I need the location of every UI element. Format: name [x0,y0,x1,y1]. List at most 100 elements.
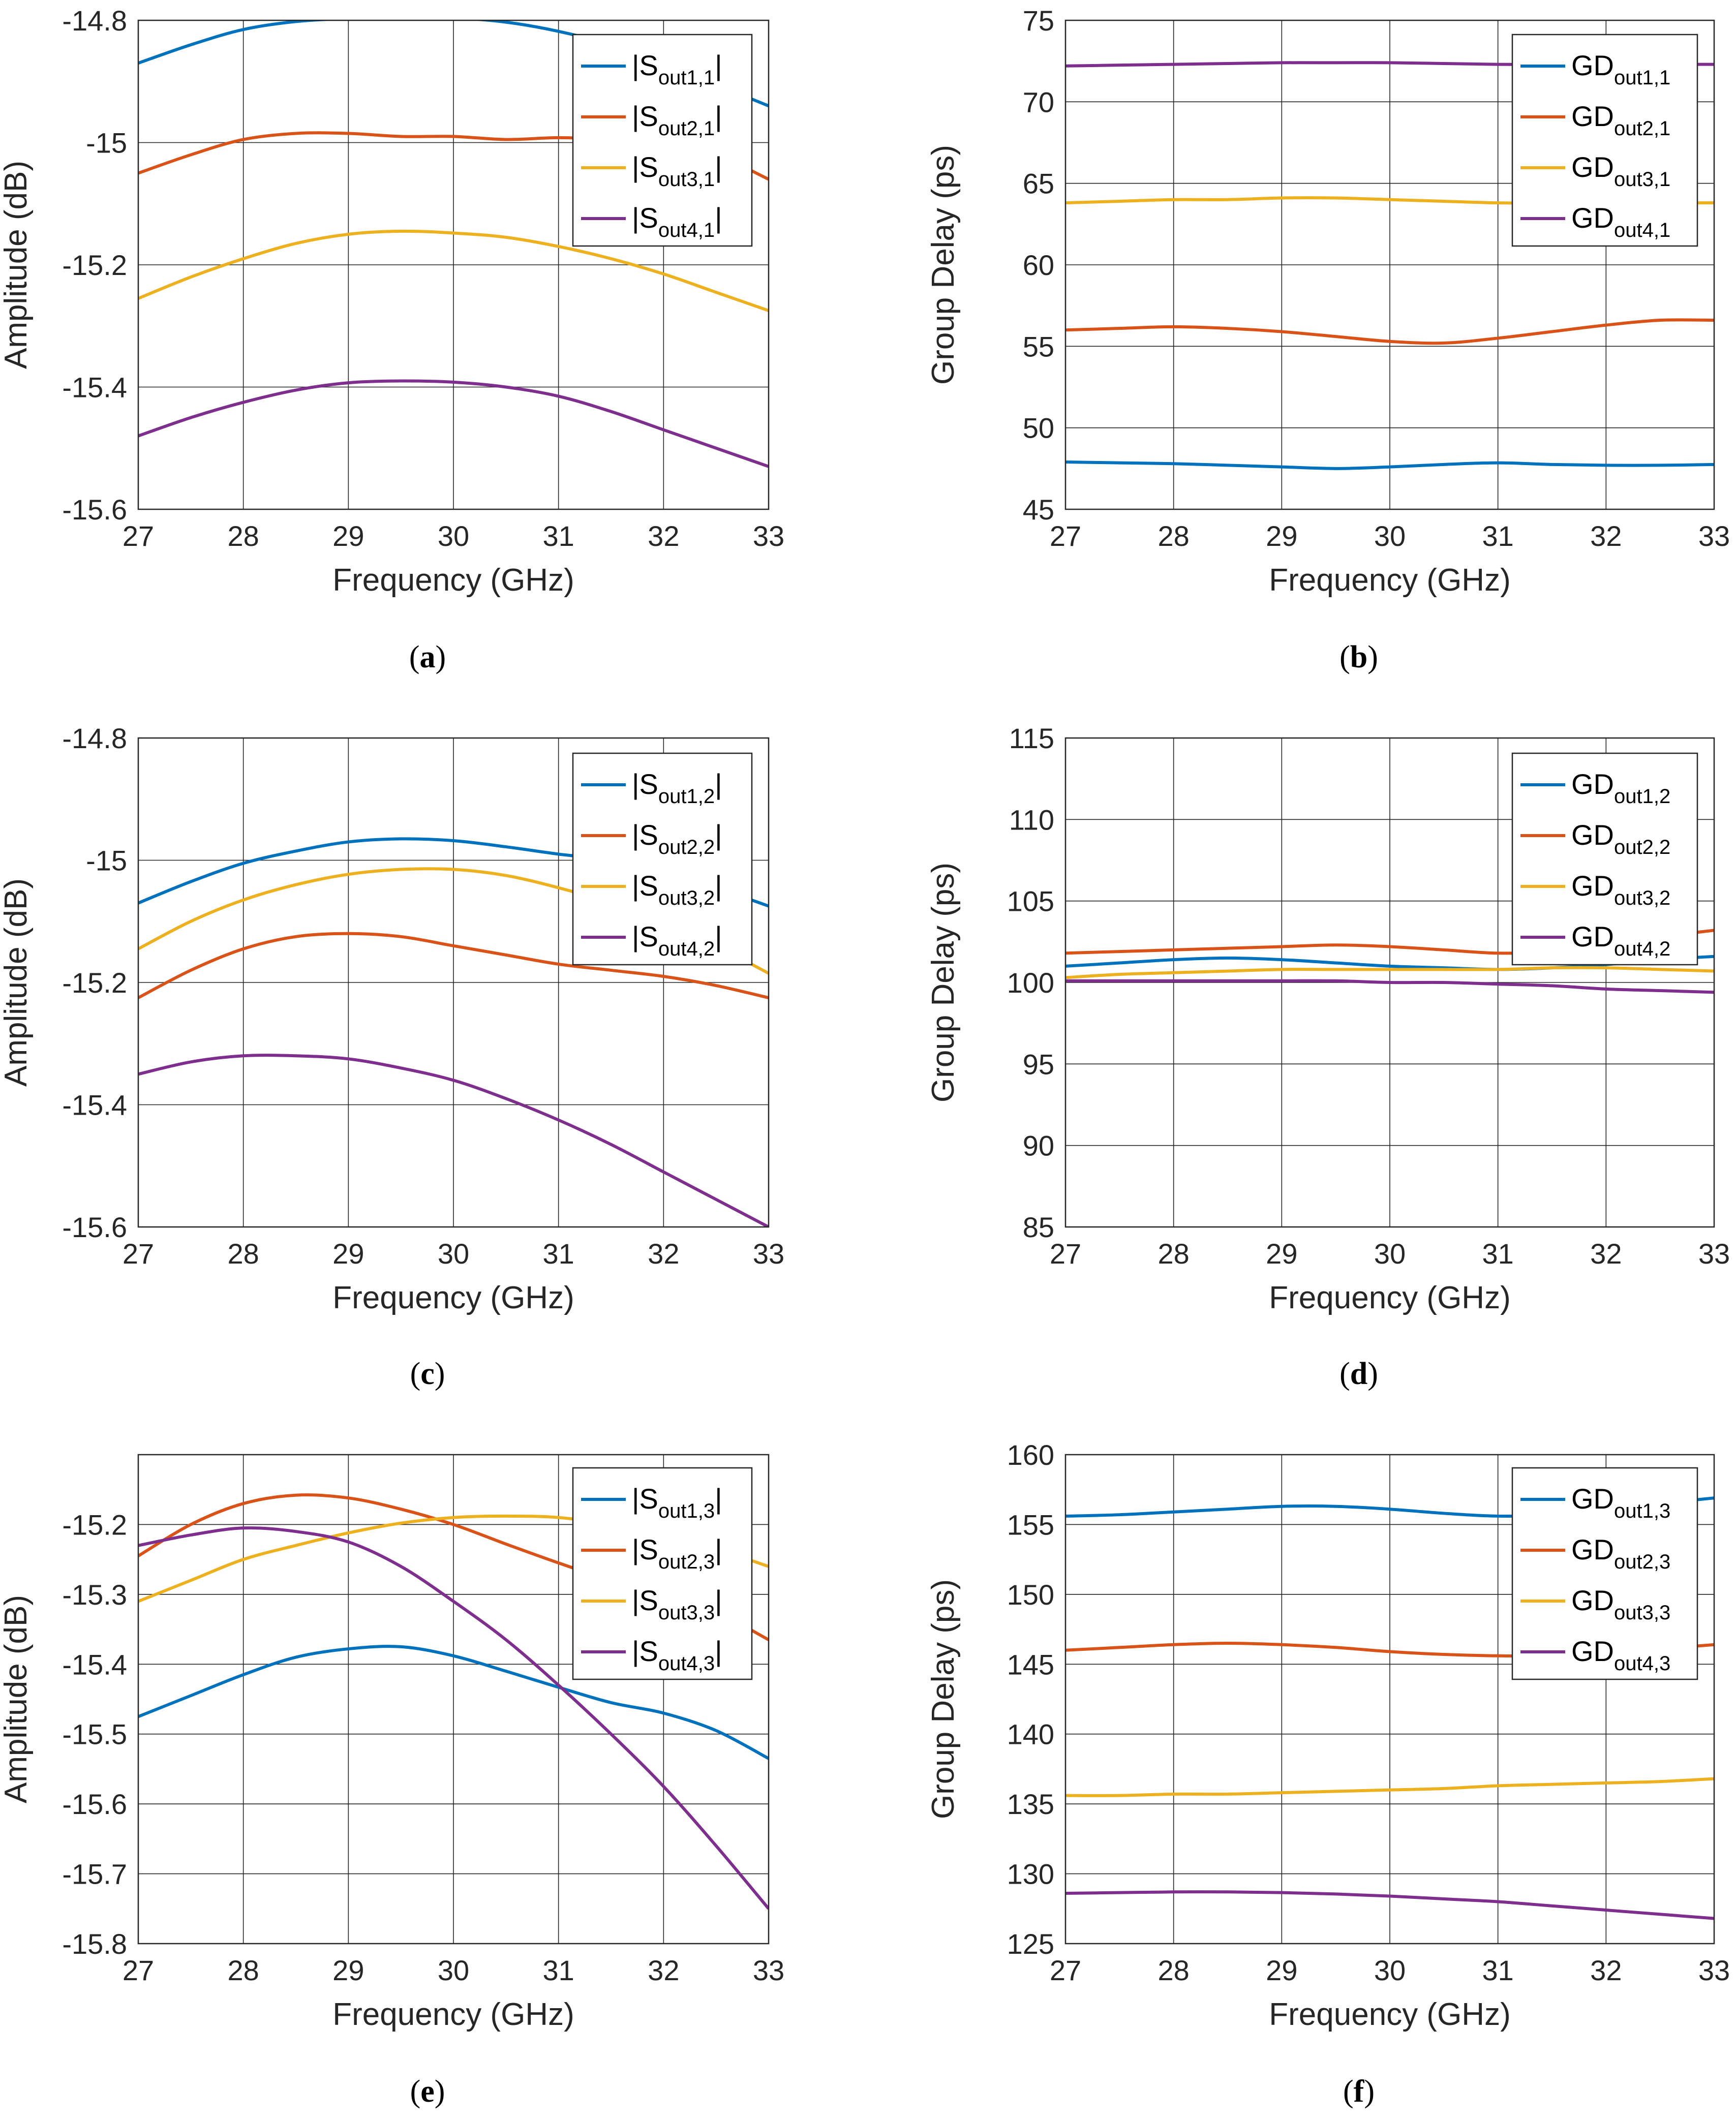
y-tick-label: 55 [1023,330,1054,362]
x-tick-label: 31 [1482,1238,1514,1270]
y-tick-label: 160 [1007,1439,1054,1471]
x-tick-label: 29 [332,520,364,552]
legend: |Sout1,2| |Sout2,2| |Sout3,2| |Sout4,2| [572,752,753,966]
y-tick-label: -15.5 [62,1718,127,1750]
y-axis-label: Amplitude (dB) [0,1595,34,1803]
x-tick-label: 27 [1050,1238,1081,1270]
legend-entry: GDout4,3 [1571,1635,1670,1675]
x-tick-label: 27 [123,520,154,552]
x-tick-label: 28 [228,520,259,552]
y-tick-label: 105 [1007,885,1054,917]
y-axis-label: Amplitude (dB) [0,161,34,369]
x-tick-label: 32 [648,520,679,552]
x-axis-label: Frequency (GHz) [332,1280,574,1315]
y-axis-label: Group Delay (ps) [926,1579,961,1819]
legend-entry: GDout2,3 [1571,1533,1670,1573]
legend-entry: GDout1,3 [1571,1483,1670,1522]
legend-box [1511,34,1698,247]
legend: |Sout1,3| |Sout2,3| |Sout3,3| |Sout4,3| [572,1467,753,1680]
caption-c: (c) [410,1357,445,1391]
y-tick-label: -14.8 [62,722,127,754]
x-tick-label: 29 [1266,1954,1297,1986]
y-tick-label: -15.6 [62,1788,127,1820]
x-tick-label: 29 [332,1954,364,1986]
y-tick-label: 95 [1023,1048,1054,1080]
caption-d: (d) [1339,1357,1378,1391]
legend-entry: |Sout4,3| [632,1635,722,1675]
y-tick-label: 45 [1023,494,1054,526]
series-line-4 [138,1054,769,1227]
y-tick-label: -15.2 [62,967,127,999]
caption-b: (b) [1339,640,1378,674]
x-axis-label: Frequency (GHz) [332,563,574,598]
x-tick-label: 30 [1374,1238,1406,1270]
x-tick-label: 32 [1590,1238,1622,1270]
y-tick-label: 135 [1007,1788,1054,1820]
y-tick-label: -15 [86,127,127,159]
x-axis-label: Frequency (GHz) [1269,563,1510,598]
series-line-1 [1065,460,1714,470]
y-tick-label: 145 [1007,1648,1054,1680]
legend-entry: |Sout4,1| [632,202,722,241]
y-tick-label: -15.4 [62,1089,127,1121]
y-tick-label: 70 [1023,86,1054,118]
legend-entry: |Sout2,2| [632,819,722,858]
legend: GDout1,1 GDout2,1 GDout3,1 GDout4,1 [1511,34,1698,247]
legend-entry: |Sout2,1| [632,100,722,140]
y-tick-label: -15.3 [62,1579,127,1611]
legend-entry: GDout4,1 [1571,202,1670,241]
y-tick-label: 60 [1023,249,1054,281]
x-tick-label: 32 [1590,520,1622,552]
legend-entry: GDout1,2 [1571,768,1670,808]
x-tick-label: 27 [123,1954,154,1986]
axes-box [137,19,770,510]
x-tick-label: 31 [543,520,574,552]
axes-box [137,737,770,1228]
axes-box [1064,737,1715,1228]
x-tick-label: 30 [438,1954,469,1986]
legend-box [572,34,753,247]
series-line-3 [1065,1777,1714,1797]
x-axis-label: Frequency (GHz) [332,1997,574,2032]
y-axis-label: Amplitude (dB) [0,878,34,1087]
legend-entry: |Sout2,3| [632,1533,722,1573]
x-tick-label: 33 [753,520,784,552]
caption-e: (e) [410,2074,445,2109]
y-axis-label: Group Delay (ps) [926,145,961,385]
legend-entry: |Sout3,3| [632,1584,722,1624]
y-tick-label: 125 [1007,1928,1054,1960]
series-line-4 [138,1526,769,1910]
x-axis-label: Frequency (GHz) [1269,1997,1510,2032]
y-tick-label: 75 [1023,5,1054,37]
x-tick-label: 33 [753,1954,784,1986]
chart-0: 27 28 29 30 31 32 33 -15.6 -15.4 -15.2 -15 -14.8 Fre… [0,5,784,598]
x-tick-label: 28 [1158,520,1190,552]
x-tick-label: 30 [1374,1954,1406,1986]
x-tick-label: 31 [543,1238,574,1270]
x-tick-label: 28 [1158,1954,1190,1986]
y-tick-label: 90 [1023,1130,1054,1162]
legend-entry: |Sout4,2| [632,920,722,960]
legend-entry: GDout3,2 [1571,870,1670,909]
x-tick-label: 33 [1698,1954,1730,1986]
x-tick-label: 28 [228,1238,259,1270]
legend: GDout1,3 GDout2,3 GDout3,3 GDout4,3 [1511,1467,1698,1680]
x-tick-label: 28 [1158,1238,1190,1270]
x-tick-label: 28 [228,1954,259,1986]
x-tick-label: 30 [438,1238,469,1270]
y-tick-label: 110 [1009,804,1054,836]
x-tick-label: 27 [1050,520,1081,552]
y-tick-label: 50 [1023,412,1054,444]
y-tick-label: -15.8 [62,1928,127,1960]
y-tick-label: -15.7 [62,1858,127,1890]
x-tick-label: 33 [1698,520,1730,552]
x-tick-label: 31 [1482,1954,1514,1986]
y-axis-label: Group Delay (ps) [926,863,961,1102]
y-tick-label: 115 [1009,722,1054,754]
legend-box [572,752,753,966]
x-tick-label: 31 [543,1954,574,1986]
legend-entry: GDout1,1 [1571,49,1670,89]
x-tick-label: 32 [1590,1954,1622,1986]
